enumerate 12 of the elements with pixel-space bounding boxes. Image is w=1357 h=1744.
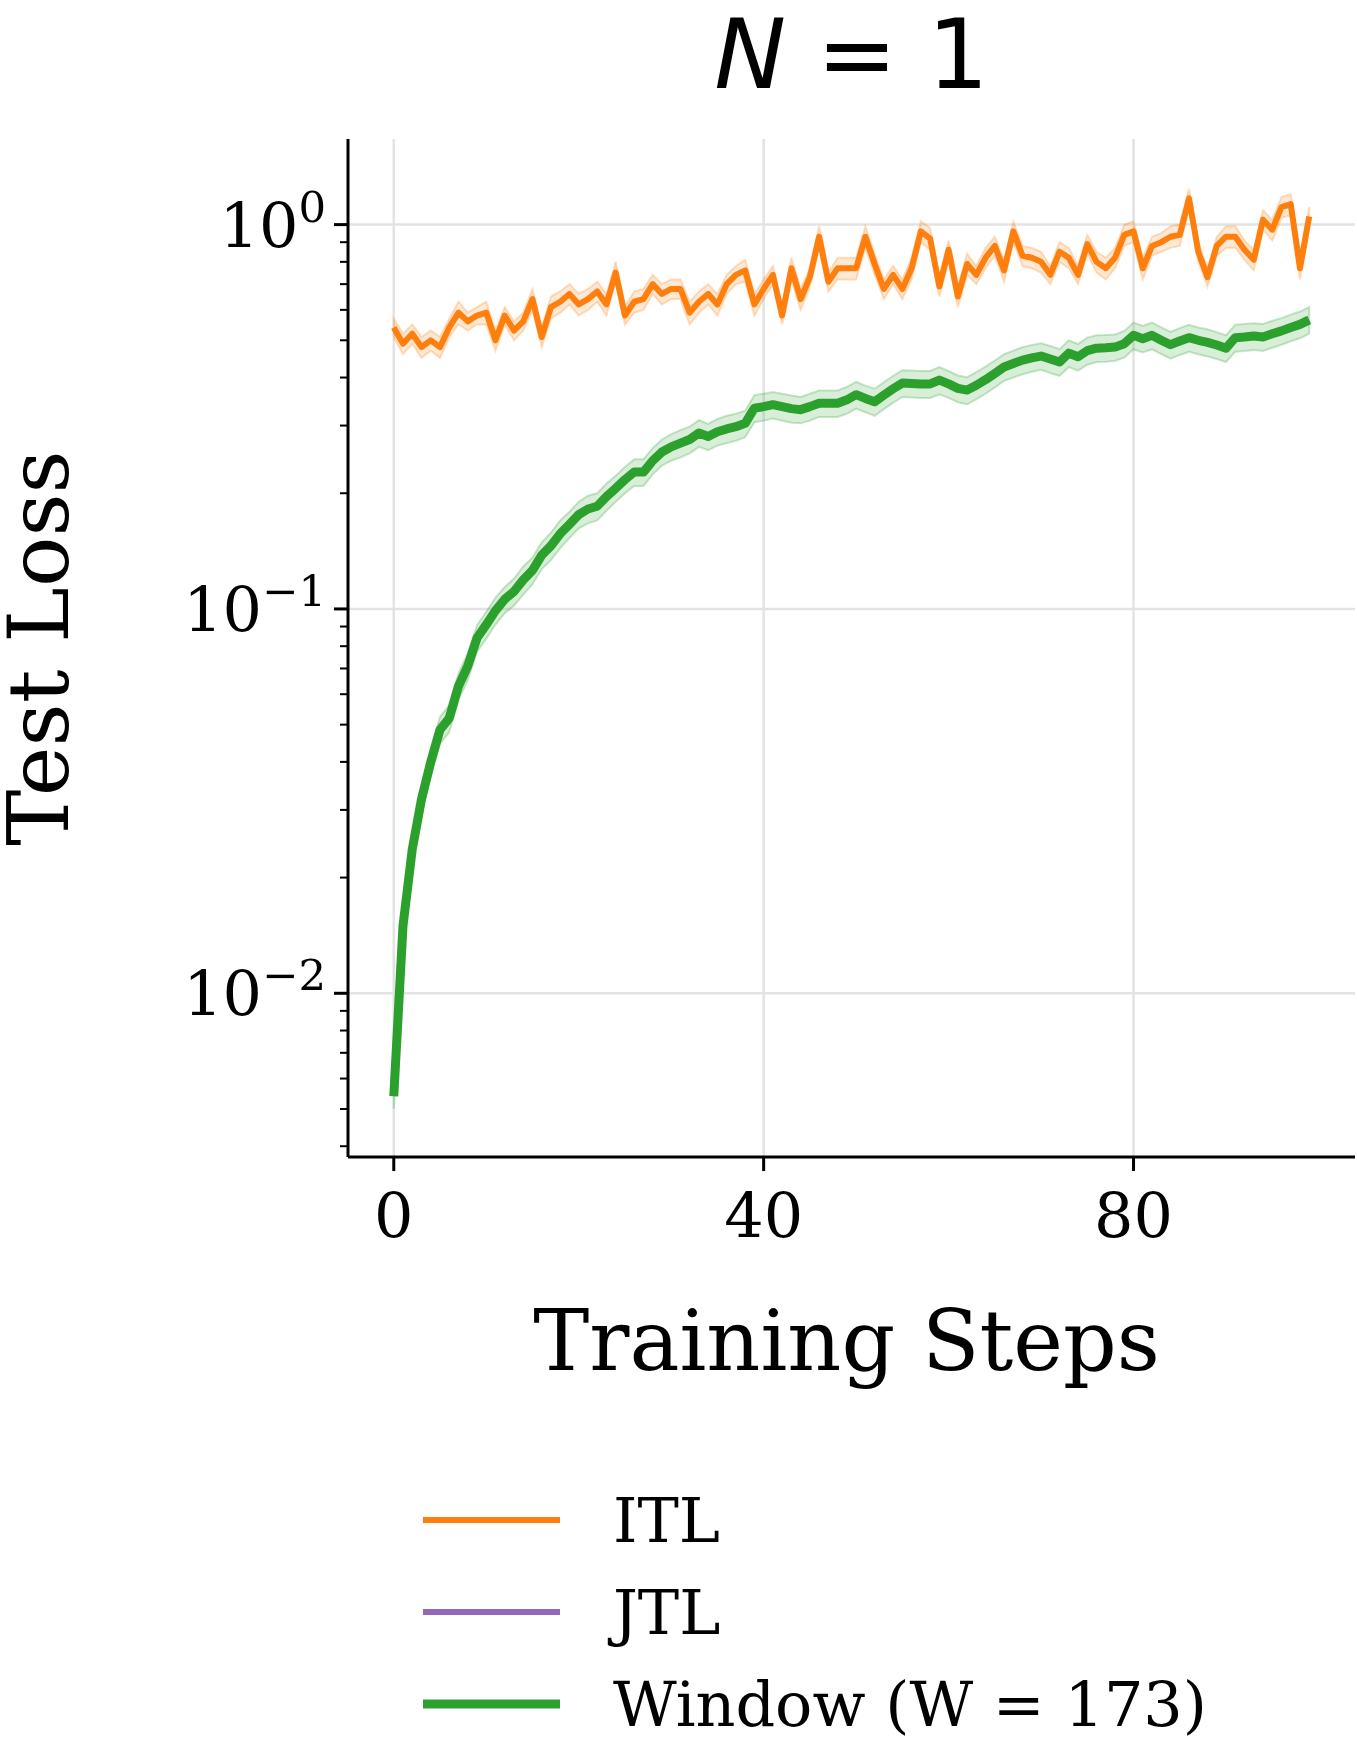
- y-axis-title: Test Loss: [0, 450, 88, 846]
- x-tick-label: 80: [1094, 1179, 1173, 1252]
- x-tick-label: 0: [374, 1179, 414, 1252]
- chart-title: N = 1: [714, 0, 989, 111]
- y-tick-label: 10$^{−2}$: [183, 950, 326, 1031]
- x-axis-title: Training Steps: [533, 1292, 1160, 1390]
- legend-label: JTL: [607, 1576, 721, 1649]
- legend-label: Window (W = 173): [613, 1668, 1207, 1741]
- x-tick-label: 40: [724, 1179, 804, 1252]
- y-tick-label: 10$^{−1}$: [183, 565, 326, 646]
- y-tick-label: 10$^{0}$: [219, 181, 326, 262]
- legend-label: ITL: [613, 1484, 721, 1557]
